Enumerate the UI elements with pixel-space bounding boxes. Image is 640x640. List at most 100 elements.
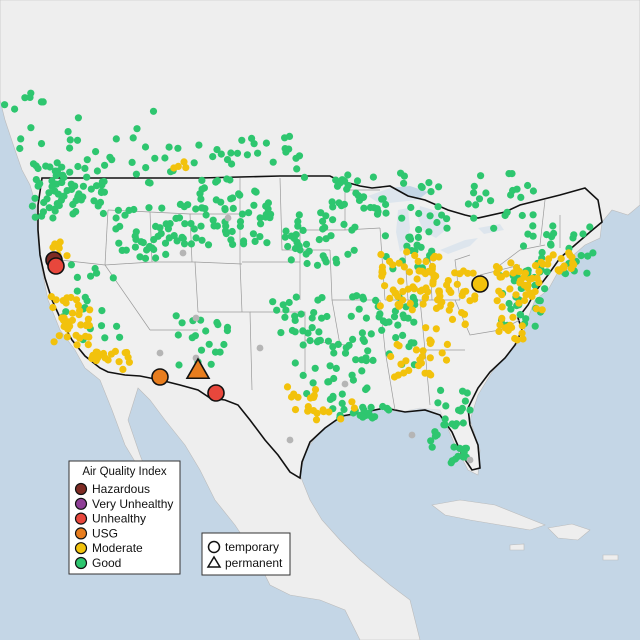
good-monitor-dot (64, 128, 72, 136)
good-monitor-dot (531, 322, 539, 330)
good-monitor-dot (279, 301, 287, 309)
good-monitor-dot (77, 196, 85, 204)
good-monitor-dot (355, 305, 363, 313)
moderate-monitor-dot (399, 288, 407, 296)
good-monitor-dot (394, 321, 402, 329)
moderate-monitor-dot (447, 301, 455, 309)
good-monitor-dot (96, 198, 105, 206)
good-monitor-dot (338, 176, 346, 184)
unclassified-monitor-dot (256, 344, 264, 352)
good-monitor-dot (60, 192, 68, 200)
good-monitor-dot (162, 250, 170, 258)
moderate-monitor-dot (408, 306, 416, 314)
moderate-monitor-dot (403, 248, 411, 256)
moderate-monitor-dot (528, 292, 536, 300)
good-monitor-dot (427, 188, 435, 196)
good-monitor-dot (11, 105, 19, 113)
good-monitor-dot (248, 134, 256, 142)
moderate-monitor-dot (421, 294, 429, 302)
good-monitor-dot (125, 206, 133, 214)
good-monitor-dot (87, 272, 95, 280)
good-monitor-dot (518, 211, 526, 220)
moderate-monitor-dot (432, 325, 440, 333)
aqi-legend-label: Moderate (92, 541, 143, 555)
good-monitor-dot (472, 201, 480, 209)
moderate-monitor-dot (492, 263, 501, 271)
good-monitor-dot (132, 170, 140, 178)
good-monitor-dot (252, 188, 260, 196)
good-monitor-dot (458, 404, 466, 412)
good-monitor-dot (213, 318, 221, 327)
unclassified-monitor-dot (341, 380, 349, 388)
aqi-legend-item: Unhealthy (74, 512, 146, 526)
good-monitor-dot (133, 125, 141, 133)
moderate-monitor-dot (74, 301, 82, 309)
moderate-monitor-dot (447, 288, 455, 296)
moderate-monitor-dot (458, 309, 466, 317)
good-monitor-dot (367, 403, 375, 411)
good-monitor-dot (180, 203, 188, 211)
good-monitor-dot (293, 239, 301, 247)
moderate-monitor-dot (414, 257, 422, 265)
good-monitor-dot (16, 144, 24, 153)
moderate-monitor-dot (422, 284, 430, 292)
good-monitor-dot (101, 161, 109, 169)
good-monitor-dot (400, 179, 408, 187)
good-monitor-dot (334, 340, 342, 348)
moderate-monitor-dot (438, 349, 446, 357)
good-monitor-dot (73, 287, 81, 295)
good-monitor-dot (347, 312, 355, 320)
good-monitor-dot (99, 209, 107, 218)
good-monitor-dot (328, 198, 336, 206)
good-monitor-dot (191, 332, 199, 340)
contiguous-us-outline (37, 175, 603, 480)
moderate-monitor-dot (425, 369, 433, 377)
triangle-shape-icon (206, 555, 222, 568)
good-monitor-dot (315, 328, 323, 336)
good-monitor-dot (425, 179, 433, 187)
good-monitor-dot (322, 212, 330, 220)
good-monitor-dot (398, 214, 406, 222)
good-monitor-dot (529, 187, 538, 195)
temporary-monitor-marker (471, 275, 489, 293)
unclassified-monitor-dot (466, 456, 474, 464)
good-monitor-dot (209, 216, 217, 224)
legend-permanent: permanent (206, 555, 283, 570)
good-monitor-dot (282, 148, 290, 156)
good-monitor-dot (197, 222, 205, 230)
moderate-monitor-dot (85, 333, 93, 341)
good-monitor-dot (315, 236, 323, 244)
good-monitor-dot (332, 364, 340, 372)
good-monitor-dot (348, 226, 356, 234)
moderate-monitor-dot (406, 299, 414, 308)
good-monitor-dot (181, 220, 189, 228)
good-monitor-dot (477, 172, 485, 180)
good-monitor-dot (373, 210, 382, 218)
good-monitor-dot (46, 163, 54, 171)
good-monitor-dot (142, 164, 150, 172)
moderate-monitor-dot (76, 334, 84, 342)
good-monitor-dot (69, 210, 77, 218)
good-monitor-dot (543, 268, 551, 276)
good-monitor-dot (415, 209, 423, 218)
moderate-monitor-dot (549, 251, 557, 259)
moderate-monitor-dot (538, 306, 546, 314)
good-monitor-dot (375, 313, 383, 321)
good-monitor-dot (441, 421, 449, 429)
moderate-monitor-dot (381, 282, 389, 290)
moderate-monitor-dot (52, 240, 60, 248)
good-monitor-dot (190, 159, 198, 167)
good-monitor-dot (319, 252, 327, 260)
good-monitor-dot (516, 311, 524, 319)
good-monitor-dot (178, 319, 186, 327)
moderate-monitor-dot (471, 292, 479, 300)
good-monitor-dot (190, 225, 198, 233)
good-monitor-dot (52, 171, 60, 180)
moderate-monitor-dot (378, 266, 386, 274)
good-monitor-dot (382, 200, 390, 209)
good-monitor-dot (434, 203, 442, 211)
moderate-monitor-dot (391, 289, 399, 297)
moderate-monitor-dot (396, 301, 404, 309)
moderate-monitor-dot (469, 269, 477, 277)
good-monitor-dot (145, 204, 153, 212)
